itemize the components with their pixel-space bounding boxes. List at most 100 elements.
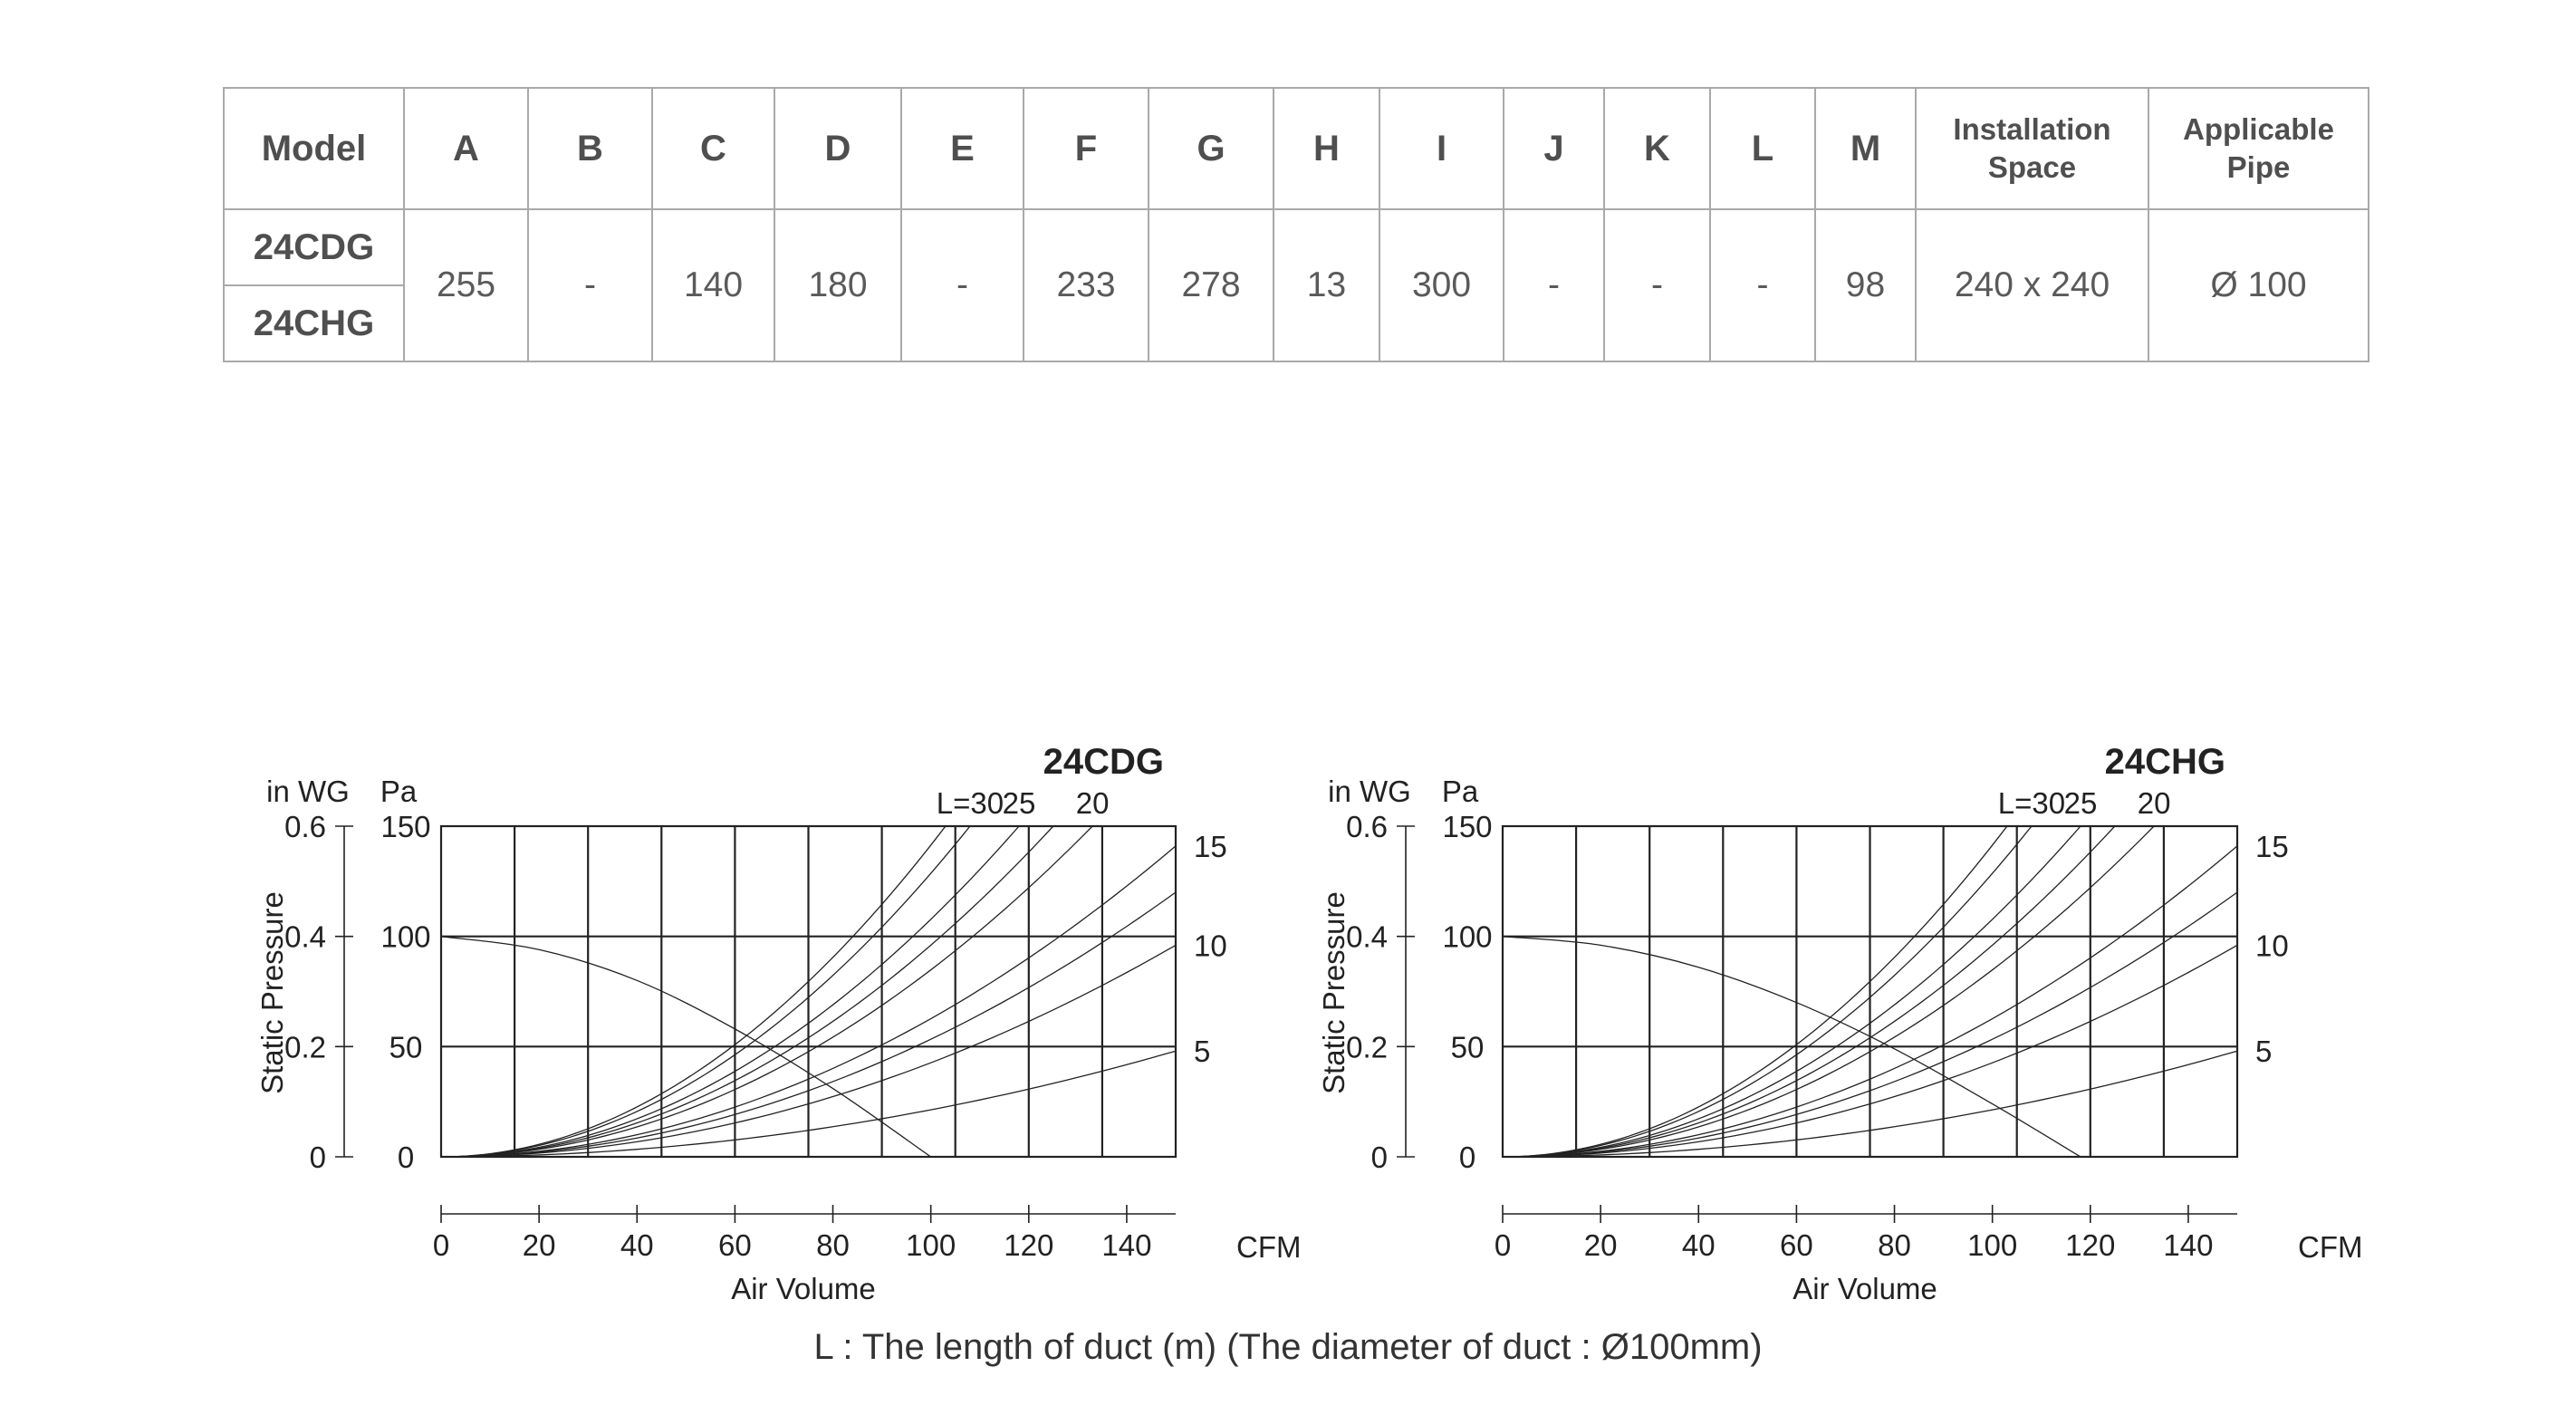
duct-curve [440, 891, 1177, 1158]
value-a: 255 [403, 208, 529, 362]
header-g: G [1148, 87, 1274, 210]
duct-curve [1502, 1050, 2238, 1158]
duct-curve [440, 825, 1020, 1158]
duct-length-label: 5 [2255, 1035, 2272, 1068]
duct-length-label: 25 [1003, 786, 1036, 820]
duct-curve [1502, 825, 2116, 1158]
duct-curve [440, 825, 1054, 1158]
header-k: K [1603, 87, 1711, 210]
value-c: 140 [651, 208, 775, 362]
header-l: L [1709, 87, 1816, 210]
value-l: - [1709, 208, 1816, 362]
table-row: 24CDG 255 - 140 180 - 233 278 13 300 - -… [223, 208, 2369, 362]
value-d: 180 [774, 208, 902, 362]
duct-length-label: 20 [2138, 786, 2171, 820]
header-c: C [651, 87, 775, 210]
duct-length-label: 20 [1076, 786, 1110, 820]
y-tick-label-inwg: 0.4 [1346, 920, 1388, 954]
y-tick-label-inwg: 0.6 [284, 810, 326, 843]
x-tick-label: 100 [1967, 1228, 2017, 1262]
header-f: F [1023, 87, 1149, 210]
duct-curve [1502, 845, 2238, 1158]
header-d: D [774, 87, 902, 210]
plot-area: 0 0 0.2 50 0.4 100 0.6 150 0 20 40 60 80 100 120 140 L=3… [284, 786, 1227, 1262]
duct-curve [440, 944, 1177, 1158]
y-tick-label-pa: 0 [1459, 1141, 1475, 1174]
y-tick-label-pa: 50 [389, 1030, 423, 1064]
duct-length-label: 10 [2255, 929, 2289, 962]
y-unit-pa: Pa [1442, 775, 1479, 808]
x-tick-label: 20 [523, 1228, 556, 1262]
value-f: 233 [1023, 208, 1149, 362]
spec-table: Model A B C D E F G H I J K L M Installa… [223, 87, 2369, 362]
header-installation-space: Installation Space [1915, 87, 2149, 210]
y-tick-label-pa: 0 [398, 1141, 414, 1174]
y-tick-label-inwg: 0 [310, 1141, 326, 1174]
value-k: - [1603, 208, 1711, 362]
x-tick-label: 80 [816, 1228, 850, 1262]
plot-frame [1501, 824, 2239, 1159]
y-tick-label-inwg: 0.6 [1346, 810, 1388, 843]
duct-length-label: 25 [2064, 786, 2098, 820]
x-tick-label: 0 [1495, 1228, 1511, 1262]
y-tick-label-pa: 150 [380, 810, 430, 843]
header-b: B [527, 87, 653, 210]
y-tick-label-pa: 50 [1451, 1030, 1485, 1064]
duct-curve [1502, 825, 2081, 1158]
x-tick-label: 0 [433, 1228, 449, 1262]
y-tick-label-pa: 100 [1442, 920, 1492, 954]
y-axis-label: Static Pressure [255, 891, 289, 1094]
y-tick-label-pa: 100 [380, 920, 430, 954]
fan-curve [1502, 936, 2081, 1158]
header-h: H [1273, 87, 1380, 210]
x-tick-label: 20 [1584, 1228, 1618, 1262]
duct-curve [1502, 825, 2008, 1158]
x-tick-label: 120 [2065, 1228, 2115, 1262]
x-axis-label: Air Volume [731, 1272, 876, 1305]
header-j: J [1503, 87, 1605, 210]
y-tick-label-pa: 150 [1442, 810, 1492, 843]
header-model: Model [223, 87, 405, 210]
y-axis-label: Static Pressure [1317, 891, 1350, 1094]
chart-title: 24CHG [2105, 742, 2225, 782]
value-e: - [900, 208, 1024, 362]
value-h: 13 [1273, 208, 1380, 362]
x-tick-label: 140 [2163, 1228, 2213, 1262]
duct-length-label: 15 [1194, 830, 1227, 863]
header-a: A [403, 87, 529, 210]
value-applicable-pipe: Ø 100 [2148, 208, 2369, 362]
y-unit-inwg: in WG [266, 775, 350, 808]
y-unit-pa: Pa [380, 775, 418, 808]
duct-curve [1502, 944, 2238, 1158]
value-j: - [1503, 208, 1605, 362]
table-header-row: Model A B C D E F G H I J K L M Installa… [223, 87, 2369, 210]
x-tick-label: 120 [1004, 1228, 1053, 1262]
footnote: L : The length of duct (m) (The diameter… [813, 1327, 1763, 1367]
value-m: 98 [1814, 208, 1917, 362]
x-unit-label: CFM [2298, 1230, 2362, 1264]
plot-frame [439, 824, 1177, 1159]
x-tick-label: 100 [906, 1228, 956, 1262]
chart-24chg: 24CHG in WG Pa Static Pressure CFM Air V… [1317, 742, 2362, 1305]
x-tick-label: 60 [1780, 1228, 1813, 1262]
duct-curve [440, 825, 971, 1158]
x-tick-label: 140 [1101, 1228, 1151, 1262]
x-tick-label: 80 [1878, 1228, 1911, 1262]
plot-area: 0 0 0.2 50 0.4 100 0.6 150 0 20 40 60 80 100 120 140 L=3… [1346, 786, 2289, 1262]
duct-length-label: L=30 [1998, 786, 2065, 820]
model-cell-24cdg: 24CDG [223, 208, 405, 286]
fan-curve [440, 936, 932, 1158]
header-installation-line2: Space [1987, 150, 2077, 184]
header-m: M [1814, 87, 1917, 210]
x-tick-label: 40 [620, 1228, 654, 1262]
value-g: 278 [1148, 208, 1274, 362]
duct-curve [440, 825, 1093, 1158]
x-tick-label: 60 [718, 1228, 752, 1262]
x-axis-label: Air Volume [1793, 1272, 1937, 1305]
duct-curve [440, 1050, 1177, 1158]
y-tick-label-inwg: 0 [1371, 1141, 1388, 1174]
duct-curve [1502, 891, 2238, 1158]
table-row: 24CHG [223, 284, 2369, 362]
duct-length-label: 10 [1194, 929, 1227, 962]
model-cell-24chg: 24CHG [223, 284, 405, 362]
